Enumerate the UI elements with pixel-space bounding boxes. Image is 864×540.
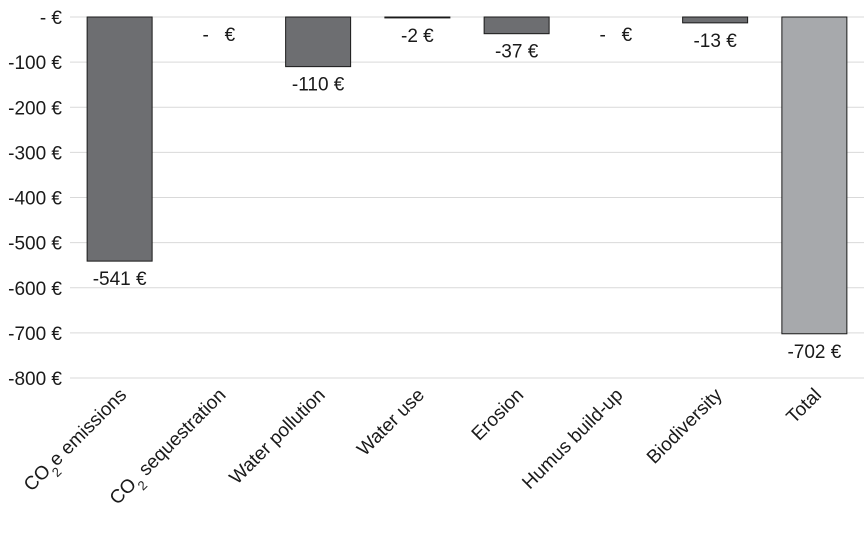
data-labels: -541 € - € -110 € -2 € -37 € - € -13 € -702 € <box>93 25 842 363</box>
x-category-label: Water use <box>353 385 429 461</box>
bar <box>682 16 749 24</box>
data-label: -37 € <box>495 42 539 63</box>
data-label: -702 € <box>787 342 841 363</box>
y-tick-label: -200 € <box>8 98 62 119</box>
data-label: - € <box>600 25 633 46</box>
x-category-label: Biodiversity <box>643 384 727 468</box>
bar <box>86 16 153 262</box>
data-label: -13 € <box>693 31 737 52</box>
data-label: - € <box>203 25 236 46</box>
y-axis-tick-labels: - € -100 € -200 € -300 € -400 € -500 € -600 € -… <box>8 8 62 390</box>
y-tick-label: -600 € <box>8 279 62 300</box>
x-category-label: Humus build-up <box>518 385 627 494</box>
x-category-label: Erosion <box>468 385 528 445</box>
bar <box>384 16 451 19</box>
y-tick-label: - € <box>40 8 63 29</box>
bar <box>483 16 550 35</box>
bar <box>285 16 352 68</box>
y-tick-label: -800 € <box>8 369 62 390</box>
y-tick-label: -100 € <box>8 53 62 74</box>
gridlines <box>70 16 864 379</box>
data-label: -541 € <box>93 269 147 290</box>
bar <box>781 16 848 335</box>
x-category-label: Total <box>783 385 826 428</box>
data-label: -110 € <box>292 75 345 96</box>
data-label: -2 € <box>401 26 434 47</box>
y-tick-label: -400 € <box>8 189 62 210</box>
y-tick-label: -700 € <box>8 324 62 345</box>
y-tick-label: -300 € <box>8 143 62 164</box>
bars <box>86 16 848 335</box>
y-tick-label: -500 € <box>8 234 62 255</box>
x-category-label: Water pollution <box>226 385 330 489</box>
